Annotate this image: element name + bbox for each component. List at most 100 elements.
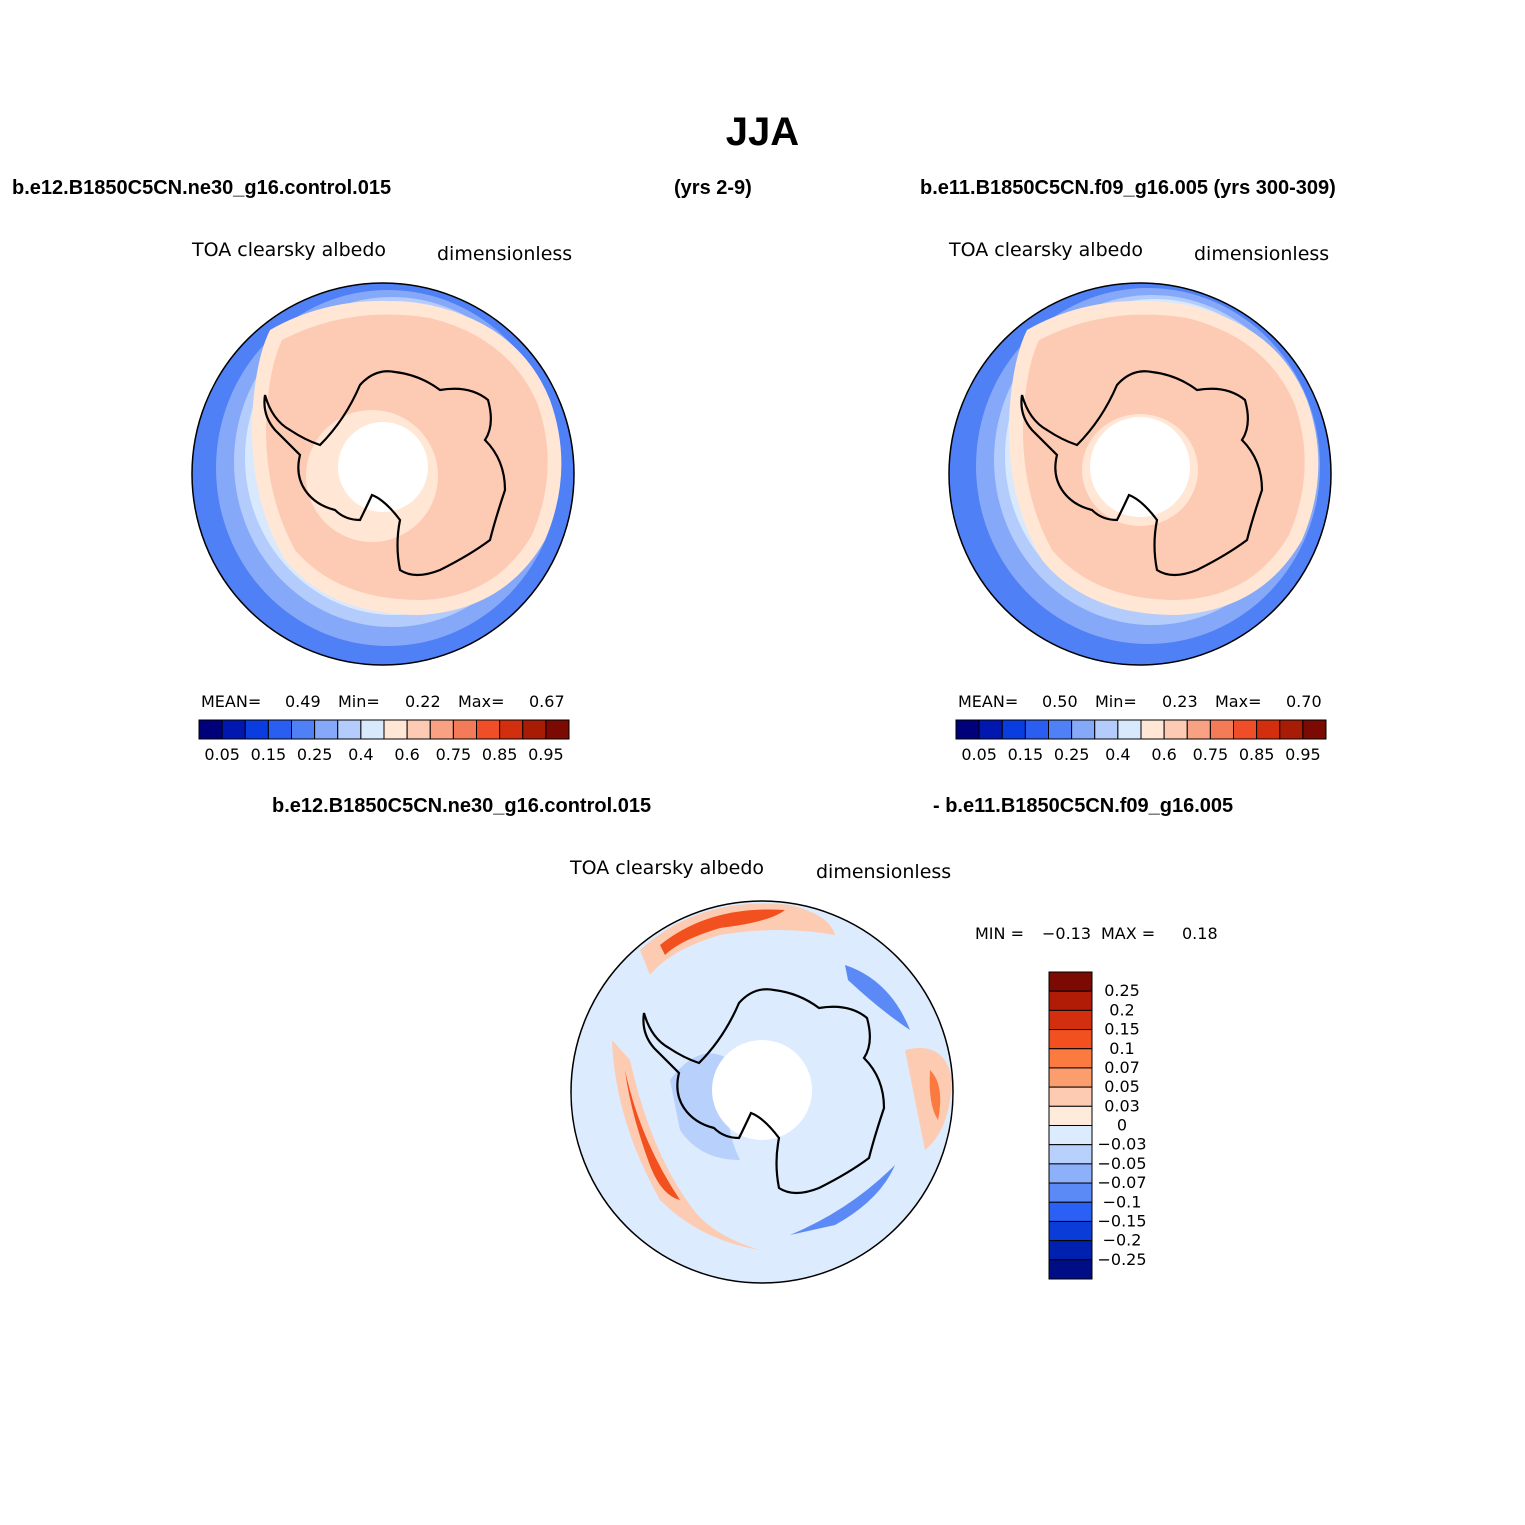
colorbar-swatch — [1048, 1086, 1093, 1107]
panel3-min-label: MIN = — [975, 924, 1024, 943]
colorbar-tick-label: 0.95 — [528, 745, 564, 764]
pole-hole — [712, 1040, 812, 1140]
colorbar-tick-label: −0.03 — [1097, 1135, 1146, 1154]
colorbar-tick-label: 0.05 — [961, 745, 997, 764]
colorbar-tick-label: 0.6 — [394, 745, 419, 764]
colorbar-tick-label: 0.05 — [1104, 1077, 1140, 1096]
colorbar-swatch — [545, 719, 570, 740]
colorbar-tick-label: 0.6 — [1151, 745, 1176, 764]
colorbar-tick-label: 0 — [1117, 1116, 1127, 1135]
colorbar-swatch — [406, 719, 431, 740]
map-panel-3 — [570, 900, 954, 1284]
colorbar-swatch — [198, 719, 223, 740]
diff-title-right: - b.e11.B1850C5CN.f09_g16.005 — [933, 795, 1234, 817]
colorbar-tick-label: −0.15 — [1097, 1211, 1146, 1230]
colorbar-tick-label: 0.4 — [1105, 745, 1130, 764]
colorbar-swatch — [429, 719, 454, 740]
colorbar-tick-label: 0.4 — [348, 745, 373, 764]
panel2-min-value: 0.23 — [1162, 692, 1198, 711]
colorbar-swatch — [1048, 1259, 1093, 1280]
panel2-variable: TOA clearsky albedo — [949, 239, 1143, 261]
panel3-units: dimensionless — [816, 861, 952, 883]
colorbar-panel-1: 0.05 0.15 0.25 0.4 0.6 0.75 0.85 0.95 — [198, 719, 570, 764]
colorbar-swatch — [1048, 1144, 1093, 1165]
colorbar-swatch — [1140, 719, 1165, 740]
colorbar-swatch — [1048, 1105, 1093, 1126]
colorbar-swatch — [1048, 1029, 1093, 1050]
colorbar-swatch — [314, 719, 339, 740]
colorbar-tick-label: 0.75 — [436, 745, 472, 764]
positive-anomaly-core — [660, 909, 785, 955]
map-panel-2 — [948, 282, 1332, 666]
panel3-variable: TOA clearsky albedo — [570, 857, 764, 879]
case1-years: (yrs 2-9) — [674, 177, 752, 199]
colorbar-tick-label: 0.95 — [1285, 745, 1321, 764]
colorbar-swatch — [1256, 719, 1281, 740]
panel2-units: dimensionless — [1194, 243, 1330, 265]
colorbar-tick-label: −0.05 — [1097, 1154, 1146, 1173]
colorbar-swatch — [1048, 1201, 1093, 1222]
positive-anomaly-core — [929, 1070, 941, 1120]
panel1-max-label: Max= — [458, 692, 505, 711]
panel1-mean-value: 0.49 — [285, 692, 321, 711]
colorbar-tick-label: 0.1 — [1109, 1039, 1134, 1058]
colorbar-swatch — [476, 719, 501, 740]
colorbar-swatch — [337, 719, 362, 740]
colorbar-tick-label: 0.15 — [1104, 1020, 1140, 1039]
panel2-max-value: 0.70 — [1286, 692, 1322, 711]
colorbar-swatch — [1094, 719, 1119, 740]
colorbar-swatch — [1048, 1182, 1093, 1203]
colorbar-swatch — [955, 719, 980, 740]
pole-hole — [1090, 417, 1190, 517]
page-title: JJA — [725, 110, 800, 154]
colorbar-swatch — [1048, 1220, 1093, 1242]
panel3-max-label: MAX = — [1101, 924, 1156, 943]
colorbar-swatch — [1048, 1048, 1093, 1069]
colorbar-swatch — [499, 719, 524, 740]
negative-anomaly-region — [845, 965, 910, 1030]
colorbar-swatch — [1209, 719, 1234, 740]
colorbar-tick-label: 0.15 — [251, 745, 287, 764]
colorbar-swatch — [383, 719, 408, 740]
panel1-units: dimensionless — [437, 243, 573, 265]
colorbar-tick-label: −0.25 — [1097, 1250, 1146, 1269]
colorbar-tick-label: 0.2 — [1109, 1000, 1134, 1019]
colorbar-swatch — [522, 719, 547, 740]
panel2-min-label: Min= — [1095, 692, 1137, 711]
colorbar-swatch — [1048, 1009, 1093, 1031]
colorbar-swatch — [1048, 1163, 1093, 1184]
panel2-max-label: Max= — [1215, 692, 1262, 711]
map-panel-1 — [191, 282, 575, 666]
colorbar-swatch — [1048, 1240, 1093, 1261]
antarctica-coastline — [642, 988, 886, 1195]
panel1-mean-label: MEAN= — [201, 692, 262, 711]
positive-anomaly-region — [905, 1048, 952, 1150]
colorbar-swatch — [1048, 971, 1093, 992]
colorbar-swatch — [360, 719, 385, 740]
case1-title: b.e12.B1850C5CN.ne30_g16.control.015 — [12, 177, 392, 199]
colorbar-tick-label: 0.15 — [1008, 745, 1044, 764]
map-boundary — [570, 900, 954, 1284]
colorbar-tick-label: 0.07 — [1104, 1058, 1140, 1077]
colorbar-tick-label: 0.75 — [1193, 745, 1229, 764]
colorbar-tick-label: 0.85 — [1239, 745, 1275, 764]
colorbar-tick-label: 0.03 — [1104, 1096, 1140, 1115]
colorbar-tick-label: −0.07 — [1097, 1173, 1146, 1192]
diff-title-left: b.e12.B1850C5CN.ne30_g16.control.015 — [272, 795, 652, 817]
positive-anomaly-region — [640, 903, 835, 975]
panel1-max-value: 0.67 — [529, 692, 565, 711]
antarctica-coastline — [1020, 370, 1264, 577]
colorbar-tick-label: 0.85 — [482, 745, 518, 764]
panel3-max-value: 0.18 — [1182, 924, 1218, 943]
colorbar-swatch — [1048, 719, 1073, 740]
colorbar-swatch — [1048, 990, 1093, 1011]
panel1-variable: TOA clearsky albedo — [192, 239, 386, 261]
colorbar-swatch — [1048, 1067, 1093, 1088]
colorbar-swatch — [1071, 719, 1096, 740]
colorbar-swatch — [1186, 719, 1211, 740]
colorbar-swatch — [221, 719, 246, 740]
colorbar-swatch — [1001, 719, 1026, 740]
colorbar-tick-label: 0.05 — [204, 745, 240, 764]
colorbar-swatch — [1279, 719, 1304, 740]
colorbar-swatch — [1117, 719, 1142, 740]
